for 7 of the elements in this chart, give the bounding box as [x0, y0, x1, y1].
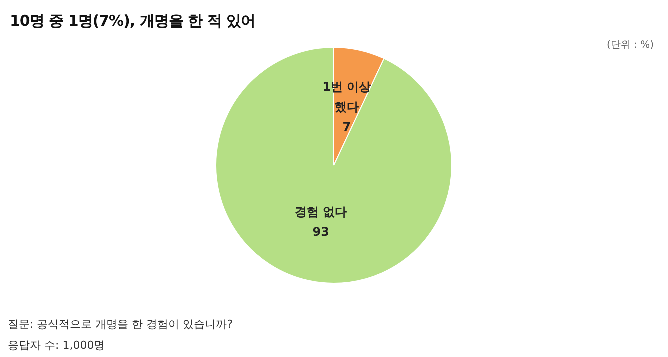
- data-label: 93: [312, 225, 330, 240]
- data-label: 7: [342, 120, 352, 134]
- text: (단위 : %): [606, 39, 654, 52]
- slice-label: 경험 없다: [295, 205, 348, 220]
- chart-title: 10명 중 1명(7%), 개명을 한 적 있어: [10, 12, 256, 31]
- text: 응답자 수: 1,000명: [8, 338, 106, 354]
- text: 질문: 공식적으로 개명을 한 경험이 있습니까?: [8, 317, 234, 333]
